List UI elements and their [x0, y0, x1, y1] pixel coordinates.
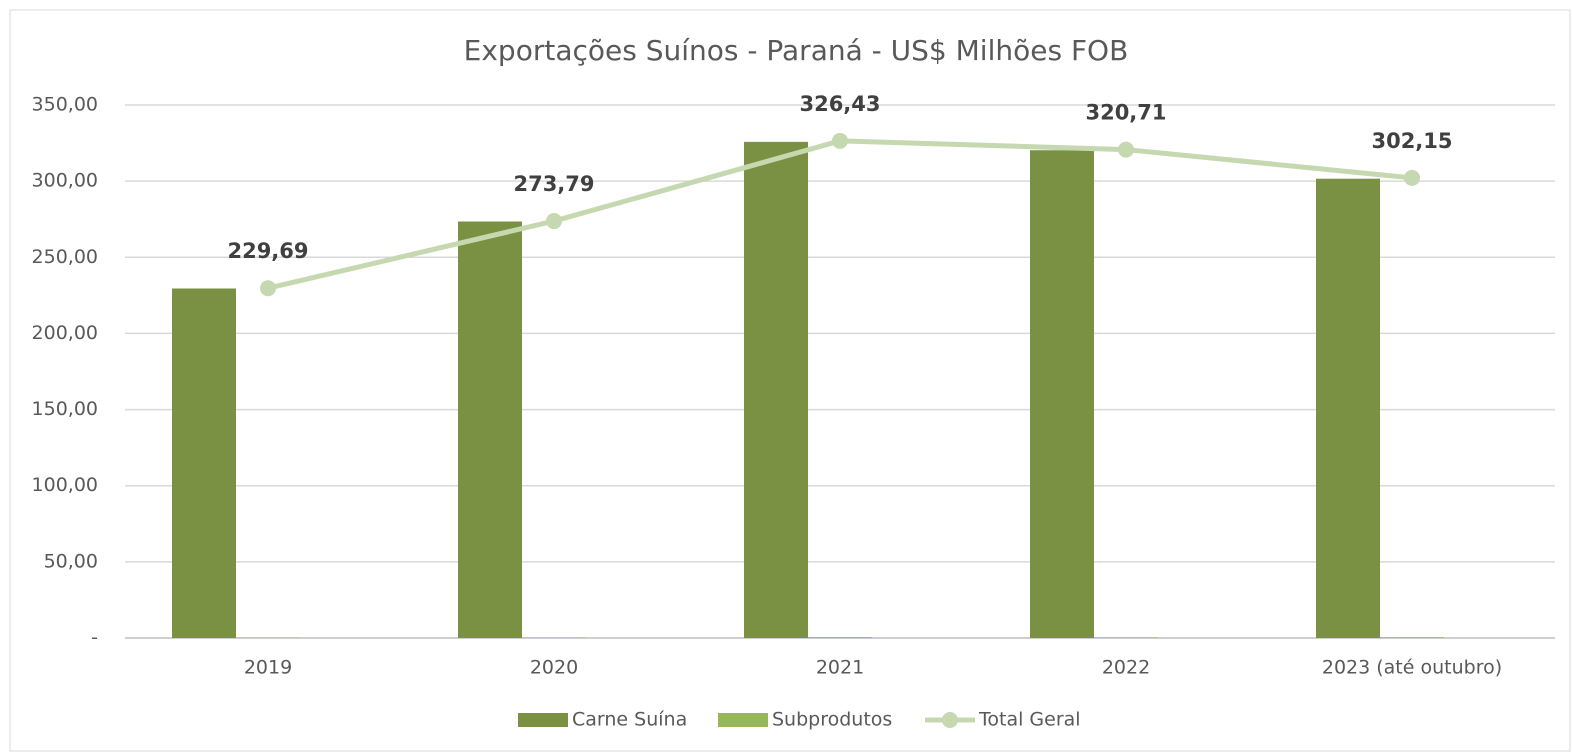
- legend-swatch: [518, 713, 568, 727]
- marker: [1118, 141, 1134, 158]
- bar: [808, 637, 872, 638]
- data-label: 302,15: [1371, 129, 1452, 153]
- legend-label: Total Geral: [978, 709, 1081, 731]
- x-tick-label: 2022: [1102, 657, 1150, 679]
- data-label: 229,69: [227, 239, 308, 263]
- data-label: 273,79: [513, 172, 594, 196]
- bar: [1316, 178, 1380, 638]
- bar: [458, 221, 522, 638]
- x-tick-label: 2019: [244, 657, 292, 679]
- bar: [1030, 150, 1094, 638]
- chart-title: Exportações Suínos - Paraná - US$ Milhõe…: [464, 34, 1129, 67]
- bar: [744, 141, 808, 638]
- legend-label: Carne Suína: [572, 709, 687, 731]
- marker: [832, 132, 848, 149]
- data-label: 326,43: [799, 92, 880, 116]
- y-tick-label: -: [91, 627, 98, 649]
- bar: [1380, 637, 1444, 638]
- y-tick-label: 250,00: [32, 246, 98, 268]
- marker: [260, 280, 276, 297]
- data-label: 320,71: [1085, 101, 1166, 125]
- x-tick-label: 2021: [816, 657, 864, 679]
- marker: [546, 213, 562, 230]
- y-tick-label: 200,00: [32, 322, 98, 344]
- x-tick-label: 2020: [530, 657, 578, 679]
- marker: [1404, 169, 1420, 186]
- legend-swatch: [942, 712, 958, 728]
- legend-swatch: [718, 713, 768, 727]
- y-tick-label: 150,00: [32, 398, 98, 420]
- x-tick-label: 2023 (até outubro): [1322, 657, 1502, 679]
- bar: [172, 288, 236, 638]
- legend-label: Subprodutos: [772, 709, 892, 731]
- y-tick-label: 300,00: [32, 170, 98, 192]
- y-tick-label: 50,00: [44, 550, 98, 572]
- y-tick-label: 350,00: [32, 94, 98, 116]
- y-tick-label: 100,00: [32, 474, 98, 496]
- bar: [1094, 637, 1158, 638]
